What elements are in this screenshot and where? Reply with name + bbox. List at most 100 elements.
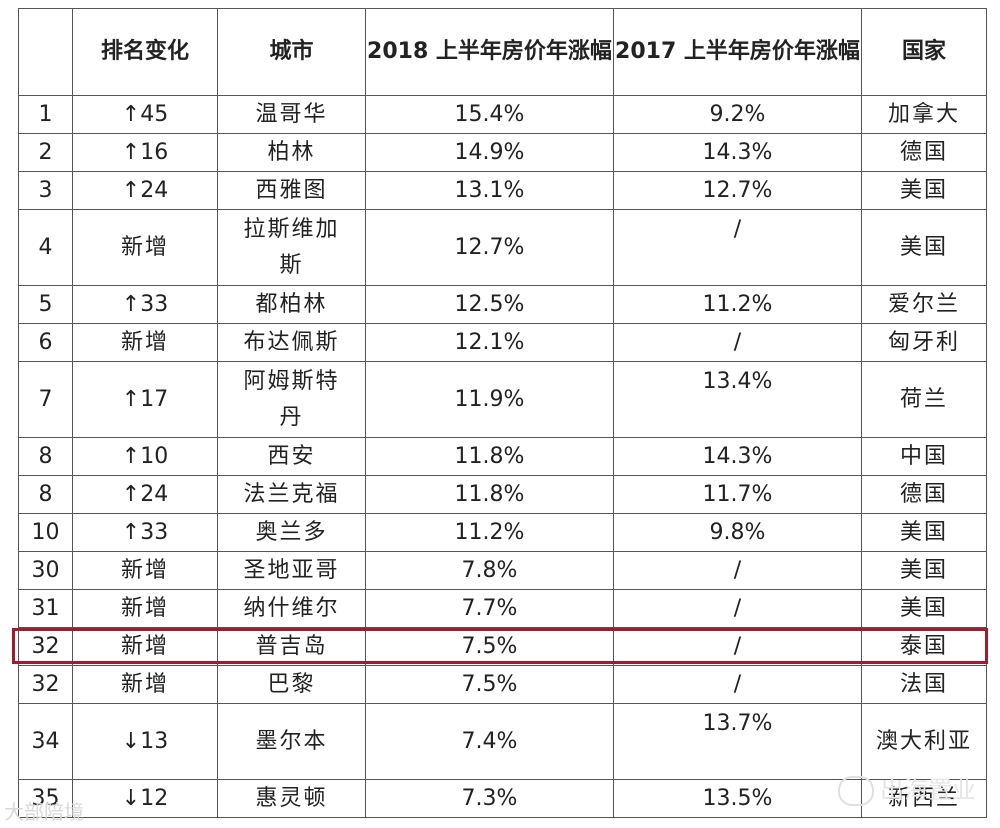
rank-change-cell: 新增 <box>72 209 218 286</box>
growth-2018-cell: 7.3% <box>365 779 614 818</box>
city-cell: 纳什维尔 <box>217 589 366 628</box>
country-cell: 美国 <box>861 589 987 628</box>
house-price-ranking-table: 排名变化 城市 2018 上半年房价年涨幅 2017 上半年房价年涨幅 国家 1… <box>18 8 987 818</box>
header-city: 城市 <box>217 8 366 96</box>
rank-change-cell: ↑45 <box>72 95 218 134</box>
growth-2017-cell: 14.3% <box>613 133 862 172</box>
table-row: 7 ↑17 阿姆斯特丹 11.9% 13.4% 荷兰 <box>18 361 987 438</box>
growth-2018-cell: 11.8% <box>365 475 614 514</box>
country-cell: 加拿大 <box>861 95 987 134</box>
city-cell: 法兰克福 <box>217 475 366 514</box>
table-row: 3 ↑24 西雅图 13.1% 12.7% 美国 <box>18 171 987 210</box>
growth-2018-cell: 15.4% <box>365 95 614 134</box>
table-row: 8 ↑10 西安 11.8% 14.3% 中国 <box>18 437 987 476</box>
country-cell: 中国 <box>861 437 987 476</box>
rank-cell: 32 <box>18 665 73 704</box>
rank-change-cell: ↑24 <box>72 171 218 210</box>
city-cell: 温哥华 <box>217 95 366 134</box>
city-cell: 阿姆斯特丹 <box>217 361 366 438</box>
city-cell: 布达佩斯 <box>217 323 366 362</box>
growth-2018-cell: 11.2% <box>365 513 614 552</box>
rank-change-cell: ↑33 <box>72 285 218 324</box>
city-cell: 西雅图 <box>217 171 366 210</box>
watermark-right-text: 出海置业 <box>880 776 976 804</box>
rank-change-cell: ↓13 <box>72 703 218 780</box>
header-growth-2018: 2018 上半年房价年涨幅 <box>365 8 614 96</box>
rank-cell: 6 <box>18 323 73 362</box>
table-row: 1 ↑45 温哥华 15.4% 9.2% 加拿大 <box>18 95 987 134</box>
rank-cell: 5 <box>18 285 73 324</box>
rank-change-cell: 新增 <box>72 589 218 628</box>
growth-2017-cell: 13.5% <box>613 779 862 818</box>
growth-2018-cell: 11.8% <box>365 437 614 476</box>
growth-2018-cell: 13.1% <box>365 171 614 210</box>
ranking-table-sheet: 排名变化 城市 2018 上半年房价年涨幅 2017 上半年房价年涨幅 国家 1… <box>18 8 987 818</box>
rank-cell: 7 <box>18 361 73 438</box>
header-row: 排名变化 城市 2018 上半年房价年涨幅 2017 上半年房价年涨幅 国家 <box>18 8 987 96</box>
growth-2018-cell: 11.9% <box>365 361 614 438</box>
country-cell: 美国 <box>861 209 987 286</box>
header-index <box>18 8 73 96</box>
growth-2017-cell: 12.7% <box>613 171 862 210</box>
rank-cell: 8 <box>18 437 73 476</box>
growth-2018-cell: 7.8% <box>365 551 614 590</box>
rank-cell: 3 <box>18 171 73 210</box>
rank-change-cell: ↓12 <box>72 779 218 818</box>
rank-cell: 35 <box>18 779 73 818</box>
growth-2018-cell: 12.1% <box>365 323 614 362</box>
table-row-highlighted: 32 新增 普吉岛 7.5% / 泰国 <box>18 627 987 666</box>
rank-change-cell: ↑24 <box>72 475 218 514</box>
growth-2018-cell: 12.5% <box>365 285 614 324</box>
rank-cell: 30 <box>18 551 73 590</box>
city-cell: 惠灵顿 <box>217 779 366 818</box>
table-row: 31 新增 纳什维尔 7.7% / 美国 <box>18 589 987 628</box>
table-row: 35 ↓12 惠灵顿 7.3% 13.5% 新西兰 <box>18 779 987 818</box>
city-cell: 柏林 <box>217 133 366 172</box>
country-cell: 美国 <box>861 171 987 210</box>
growth-2017-cell: 13.7% <box>613 703 862 780</box>
growth-2017-cell: 13.4% <box>613 361 862 438</box>
growth-2017-cell: / <box>613 323 862 362</box>
country-cell: 德国 <box>861 133 987 172</box>
rank-cell: 34 <box>18 703 73 780</box>
table-row: 34 ↓13 墨尔本 7.4% 13.7% 澳大利亚 <box>18 703 987 780</box>
city-cell: 普吉岛 <box>217 627 366 666</box>
rank-change-cell: ↑10 <box>72 437 218 476</box>
city-cell: 奥兰多 <box>217 513 366 552</box>
growth-2017-cell: / <box>613 209 862 286</box>
growth-2018-cell: 14.9% <box>365 133 614 172</box>
rank-cell: 4 <box>18 209 73 286</box>
growth-2017-cell: / <box>613 589 862 628</box>
watermark-right: 出海置业 <box>838 770 976 806</box>
rank-cell: 31 <box>18 589 73 628</box>
country-cell: 爱尔兰 <box>861 285 987 324</box>
table-row: 6 新增 布达佩斯 12.1% / 匈牙利 <box>18 323 987 362</box>
country-cell: 德国 <box>861 475 987 514</box>
growth-2018-cell: 7.5% <box>365 627 614 666</box>
growth-2018-cell: 7.5% <box>365 665 614 704</box>
rank-cell: 8 <box>18 475 73 514</box>
city-cell: 拉斯维加斯 <box>217 209 366 286</box>
growth-2017-cell: 9.2% <box>613 95 862 134</box>
rank-change-cell: 新增 <box>72 665 218 704</box>
table-row: 4 新增 拉斯维加斯 12.7% / 美国 <box>18 209 987 286</box>
city-cell: 巴黎 <box>217 665 366 704</box>
growth-2017-cell: 9.8% <box>613 513 862 552</box>
rank-cell: 10 <box>18 513 73 552</box>
rank-cell: 1 <box>18 95 73 134</box>
city-cell: 圣地亚哥 <box>217 551 366 590</box>
rank-cell: 32 <box>18 627 73 666</box>
country-cell: 匈牙利 <box>861 323 987 362</box>
city-cell: 西安 <box>217 437 366 476</box>
growth-2017-cell: / <box>613 551 862 590</box>
wechat-icon <box>838 776 874 806</box>
country-cell: 澳大利亚 <box>861 703 987 780</box>
header-country: 国家 <box>861 8 987 96</box>
growth-2017-cell: / <box>613 665 862 704</box>
growth-2017-cell: / <box>613 627 862 666</box>
table-row: 10 ↑33 奥兰多 11.2% 9.8% 美国 <box>18 513 987 552</box>
table-row: 8 ↑24 法兰克福 11.8% 11.7% 德国 <box>18 475 987 514</box>
table-row: 32 新增 巴黎 7.5% / 法国 <box>18 665 987 704</box>
rank-cell: 2 <box>18 133 73 172</box>
rank-change-cell: 新增 <box>72 627 218 666</box>
